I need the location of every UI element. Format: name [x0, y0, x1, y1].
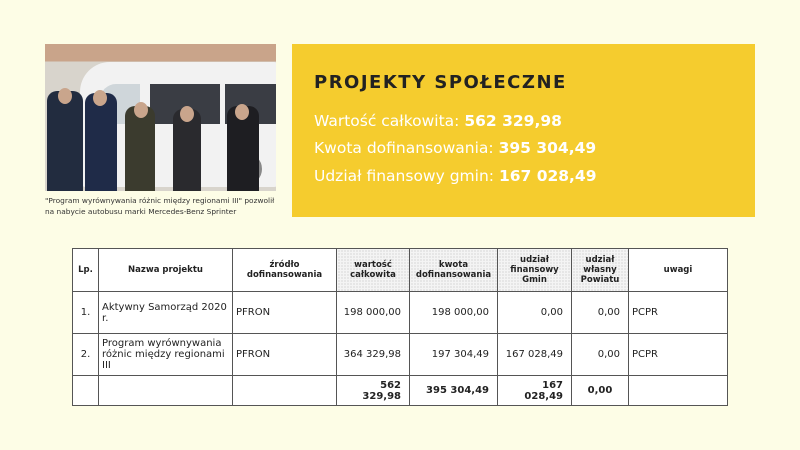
- total-funding: 395 304,49: [409, 375, 498, 406]
- header-source: źródło dofinansowania: [232, 248, 337, 292]
- cell-empty: [98, 375, 233, 406]
- header-total-value: wartość całkowita: [336, 248, 410, 292]
- cell-empty: [72, 375, 99, 406]
- summary-line-municipal: Udział finansowy gmin: 167 028,49: [314, 167, 597, 185]
- summary-line-total: Wartość całkowita: 562 329,98: [314, 112, 562, 130]
- total-county-share: 0,00: [571, 375, 629, 406]
- cell-empty: [232, 375, 337, 406]
- total-municipal-share: 167 028,49: [497, 375, 572, 406]
- bus-handover-photo: [45, 44, 276, 191]
- cell-county-share: 0,00: [571, 291, 629, 334]
- cell-lp: 1.: [72, 291, 99, 334]
- cell-funding: 197 304,49: [409, 333, 498, 376]
- header-municipal-share: udział finansowy Gmin: [497, 248, 572, 292]
- header-notes: uwagi: [628, 248, 728, 292]
- header-lp: Lp.: [72, 248, 99, 292]
- cell-empty: [628, 375, 728, 406]
- summary-panel: PROJEKTY SPOŁECZNE Wartość całkowita: 56…: [292, 44, 755, 217]
- cell-name: Aktywny Samorząd 2020 r.: [98, 291, 233, 334]
- header-county-share: udział własny Powiatu: [571, 248, 629, 292]
- header-name: Nazwa projektu: [98, 248, 233, 292]
- cell-notes: PCPR: [628, 333, 728, 376]
- table-row: 1. Aktywny Samorząd 2020 r. PFRON 198 00…: [72, 291, 728, 334]
- table-row: 2. Program wyrównywania różnic między re…: [72, 333, 728, 376]
- projects-table: Lp. Nazwa projektu źródło dofinansowania…: [72, 248, 728, 406]
- photo-caption: "Program wyrównywania różnic między regi…: [45, 196, 275, 216]
- header-funding: kwota dofinansowania: [409, 248, 498, 292]
- cell-total-value: 198 000,00: [336, 291, 410, 334]
- total-value: 562 329,98: [336, 375, 410, 406]
- cell-total-value: 364 329,98: [336, 333, 410, 376]
- summary-title: PROJEKTY SPOŁECZNE: [314, 72, 567, 93]
- totals-row: 562 329,98 395 304,49 167 028,49 0,00: [72, 375, 728, 406]
- cell-name: Program wyrównywania różnic między regio…: [98, 333, 233, 376]
- cell-municipal-share: 167 028,49: [497, 333, 572, 376]
- cell-source: PFRON: [232, 291, 337, 334]
- cell-county-share: 0,00: [571, 333, 629, 376]
- table-header-row: Lp. Nazwa projektu źródło dofinansowania…: [72, 248, 728, 292]
- summary-line-funding: Kwota dofinansowania: 395 304,49: [314, 139, 597, 157]
- cell-funding: 198 000,00: [409, 291, 498, 334]
- cell-lp: 2.: [72, 333, 99, 376]
- cell-municipal-share: 0,00: [497, 291, 572, 334]
- cell-source: PFRON: [232, 333, 337, 376]
- cell-notes: PCPR: [628, 291, 728, 334]
